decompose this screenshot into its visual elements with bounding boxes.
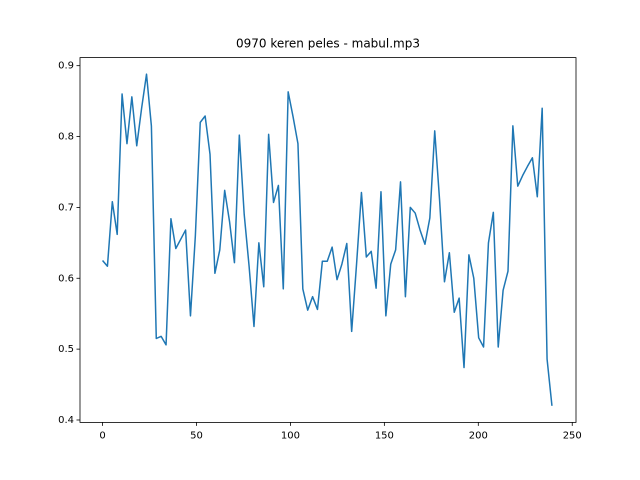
x-tick-label: 200	[469, 430, 488, 441]
x-tick-label: 100	[281, 430, 300, 441]
y-tick-label: 0.6	[58, 273, 74, 284]
plot-frame	[79, 57, 577, 423]
y-tick-label: 0.4	[58, 415, 74, 426]
x-tick-label: 50	[190, 430, 203, 441]
y-tick-label: 0.8	[58, 132, 74, 143]
x-tick-label: 250	[563, 430, 582, 441]
y-tick-label: 0.9	[58, 61, 74, 72]
x-tick-label: 150	[375, 430, 394, 441]
chart-title: 0970 keren peles - mabul.mp3	[236, 37, 420, 51]
y-tick-label: 0.5	[58, 344, 74, 355]
data-line	[101, 73, 553, 406]
y-tick-label: 0.7	[58, 202, 74, 213]
x-tick-label: 0	[99, 430, 105, 441]
